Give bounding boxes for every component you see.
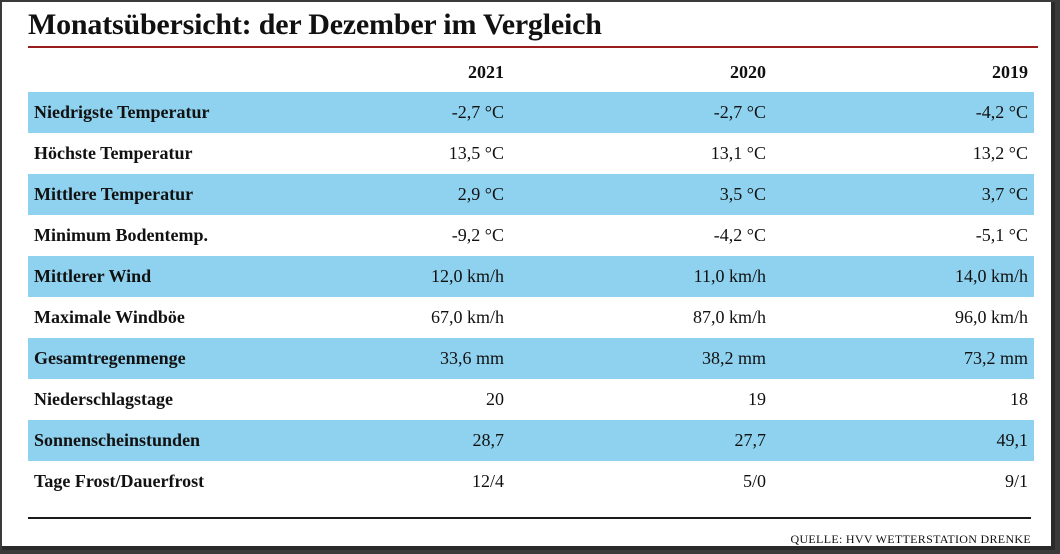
cell-value: 18: [1010, 389, 1028, 409]
column-header-2020: 2020: [730, 61, 766, 82]
row-label: Gesamtregenmenge: [28, 338, 248, 379]
cell-value: 49,1: [772, 420, 1034, 461]
cell-value: 3,5 °C: [510, 174, 772, 215]
comparison-table: 2021 2020 2019 Niedrigste Temperatur -2,…: [28, 52, 1034, 502]
column-header-2019: 2019: [992, 61, 1028, 82]
cell-value: 28,7: [248, 420, 510, 461]
cell-value: -4,2 °C: [713, 225, 766, 245]
row-label: Tage Frost/Dauerfrost: [34, 471, 205, 491]
cell-value: -2,7 °C: [248, 92, 510, 133]
cell-value: -5,1 °C: [975, 225, 1028, 245]
cell-value: 13,5 °C: [448, 143, 504, 163]
cell-value: -4,2 °C: [772, 92, 1034, 133]
cell-value: 19: [748, 389, 766, 409]
table-row: Tage Frost/Dauerfrost 12/4 5/0 9/1: [28, 461, 1034, 502]
cell-value: 87,0 km/h: [692, 307, 766, 327]
cell-value: 27,7: [510, 420, 772, 461]
page-title: Monatsübersicht: der Dezember im Verglei…: [28, 8, 602, 41]
table-row: Mittlerer Wind 12,0 km/h 11,0 km/h 14,0 …: [28, 256, 1034, 297]
table-row: Mittlere Temperatur 2,9 °C 3,5 °C 3,7 °C: [28, 174, 1034, 215]
table-row: Gesamtregenmenge 33,6 mm 38,2 mm 73,2 mm: [28, 338, 1034, 379]
cell-value: 20: [486, 389, 504, 409]
cell-value: 14,0 km/h: [772, 256, 1034, 297]
row-label: Niedrigste Temperatur: [28, 92, 248, 133]
footer-divider: [28, 517, 1031, 519]
cell-value: 38,2 mm: [510, 338, 772, 379]
cell-value: 33,6 mm: [248, 338, 510, 379]
row-label: Mittlere Temperatur: [28, 174, 248, 215]
cell-value: 96,0 km/h: [954, 307, 1028, 327]
cell-value: -9,2 °C: [451, 225, 504, 245]
row-label: Maximale Windböe: [34, 307, 185, 327]
column-header-2021: 2021: [468, 61, 504, 82]
header-corner: [28, 52, 248, 92]
cell-value: 11,0 km/h: [510, 256, 772, 297]
cell-value: 13,1 °C: [710, 143, 766, 163]
cell-value: -2,7 °C: [510, 92, 772, 133]
header-row: 2021 2020 2019: [28, 52, 1034, 92]
row-label: Mittlerer Wind: [28, 256, 248, 297]
cell-value: 2,9 °C: [248, 174, 510, 215]
row-label: Höchste Temperatur: [34, 143, 193, 163]
table-row: Höchste Temperatur 13,5 °C 13,1 °C 13,2 …: [28, 133, 1034, 174]
row-label: Niederschlagstage: [34, 389, 173, 409]
cell-value: 67,0 km/h: [430, 307, 504, 327]
table-row: Minimum Bodentemp. -9,2 °C -4,2 °C -5,1 …: [28, 215, 1034, 256]
title-divider: [28, 46, 1038, 48]
cell-value: 12/4: [471, 471, 504, 491]
cell-value: 73,2 mm: [772, 338, 1034, 379]
source-credit: QUELLE: HVV WETTERSTATION DRENKE: [790, 532, 1031, 546]
cell-value: 9/1: [1004, 471, 1028, 491]
cell-value: 3,7 °C: [772, 174, 1034, 215]
row-label: Sonnenscheinstunden: [28, 420, 248, 461]
table-row: Niedrigste Temperatur -2,7 °C -2,7 °C -4…: [28, 92, 1034, 133]
table-row: Niederschlagstage 20 19 18: [28, 379, 1034, 420]
cell-value: 5/0: [742, 471, 766, 491]
cell-value: 12,0 km/h: [248, 256, 510, 297]
table-row: Maximale Windböe 67,0 km/h 87,0 km/h 96,…: [28, 297, 1034, 338]
row-label: Minimum Bodentemp.: [34, 225, 209, 245]
table-row: Sonnenscheinstunden 28,7 27,7 49,1: [28, 420, 1034, 461]
cell-value: 13,2 °C: [972, 143, 1028, 163]
